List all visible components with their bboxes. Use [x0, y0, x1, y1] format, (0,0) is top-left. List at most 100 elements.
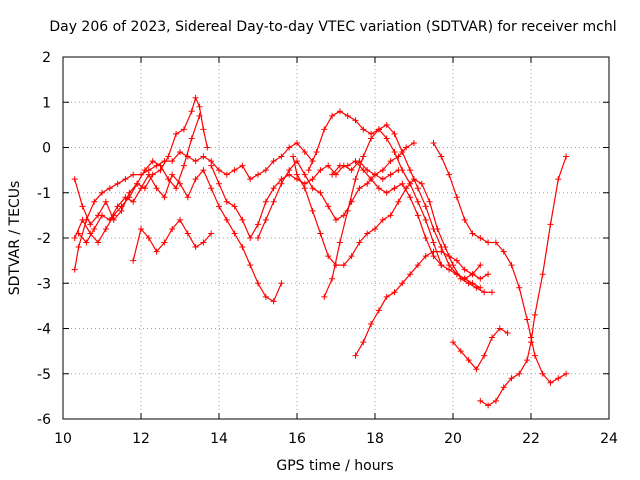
series-line — [308, 110, 442, 266]
data-point — [379, 176, 386, 183]
data-point — [188, 108, 195, 115]
data-point — [438, 153, 445, 160]
data-point — [239, 244, 246, 251]
data-point — [184, 230, 191, 237]
data-point — [414, 212, 421, 219]
data-point — [485, 271, 492, 278]
data-point — [411, 139, 417, 146]
data-point — [75, 244, 82, 251]
data-point — [161, 239, 168, 246]
data-point — [301, 185, 308, 192]
data-point — [375, 126, 382, 133]
data-point — [71, 235, 78, 241]
data-point — [278, 153, 285, 160]
data-point — [477, 262, 484, 269]
series-line — [74, 97, 208, 225]
data-point — [313, 149, 320, 156]
data-point — [352, 176, 359, 183]
data-point — [177, 216, 183, 223]
x-tick-label: 10 — [54, 431, 72, 447]
data-point — [317, 230, 324, 237]
data-point — [418, 180, 425, 187]
data-point — [247, 176, 254, 183]
data-point — [368, 176, 375, 183]
series-arc-12 — [352, 248, 492, 359]
data-point — [329, 112, 336, 119]
data-point — [372, 171, 378, 178]
data-point — [173, 130, 180, 137]
data-point — [539, 271, 546, 278]
data-point — [180, 162, 187, 169]
data-point — [391, 149, 398, 156]
data-point — [75, 230, 82, 237]
series-arc-5 — [130, 216, 215, 264]
data-point — [145, 171, 152, 178]
data-point — [239, 162, 246, 169]
data-point — [208, 185, 215, 192]
data-series — [71, 94, 570, 409]
data-point — [192, 158, 199, 165]
data-point — [426, 198, 433, 205]
data-point — [262, 198, 269, 205]
data-point — [317, 167, 324, 174]
data-point — [294, 171, 300, 178]
data-point — [481, 289, 488, 296]
data-point — [177, 180, 183, 187]
data-point — [255, 280, 261, 287]
data-point — [216, 167, 222, 174]
data-point — [99, 189, 105, 196]
data-point — [309, 207, 316, 214]
data-point — [305, 167, 312, 174]
data-point — [83, 239, 90, 246]
data-point — [169, 225, 176, 232]
data-point — [395, 198, 402, 205]
data-point — [352, 158, 359, 165]
data-point — [453, 271, 460, 278]
data-point — [500, 248, 507, 255]
data-point — [286, 144, 293, 151]
data-point — [255, 235, 261, 241]
data-point — [430, 248, 437, 255]
data-point — [340, 262, 347, 269]
data-point — [391, 289, 398, 296]
data-point — [329, 275, 336, 282]
data-point — [492, 397, 499, 404]
x-tick-label: 24 — [600, 431, 618, 447]
data-point — [379, 167, 386, 174]
data-point — [348, 167, 355, 174]
data-point — [348, 253, 355, 260]
data-point — [547, 379, 554, 386]
data-point — [422, 253, 429, 260]
data-point — [208, 162, 215, 169]
data-point — [301, 149, 308, 156]
series-arc-15 — [477, 153, 570, 409]
data-point — [446, 266, 453, 273]
data-point — [387, 212, 394, 219]
data-point — [102, 198, 109, 205]
data-point — [102, 225, 109, 232]
data-point — [134, 180, 141, 187]
data-point — [539, 370, 546, 377]
y-tick-label: 2 — [42, 50, 51, 66]
data-point — [563, 370, 570, 377]
data-point — [184, 153, 191, 160]
data-point — [200, 239, 207, 246]
x-tick-label: 22 — [522, 431, 540, 447]
data-point — [286, 167, 293, 174]
series-arc-11 — [329, 158, 484, 291]
data-point — [95, 239, 102, 246]
data-point — [438, 248, 445, 255]
data-point — [239, 216, 246, 223]
data-point — [379, 216, 386, 223]
data-point — [270, 298, 277, 305]
data-point — [403, 144, 410, 151]
data-point — [344, 207, 351, 214]
data-point — [375, 185, 382, 192]
data-point — [531, 311, 538, 318]
data-point — [223, 216, 230, 223]
data-point — [106, 216, 113, 223]
data-point — [333, 216, 339, 223]
data-point — [504, 330, 511, 337]
data-point — [196, 103, 203, 110]
